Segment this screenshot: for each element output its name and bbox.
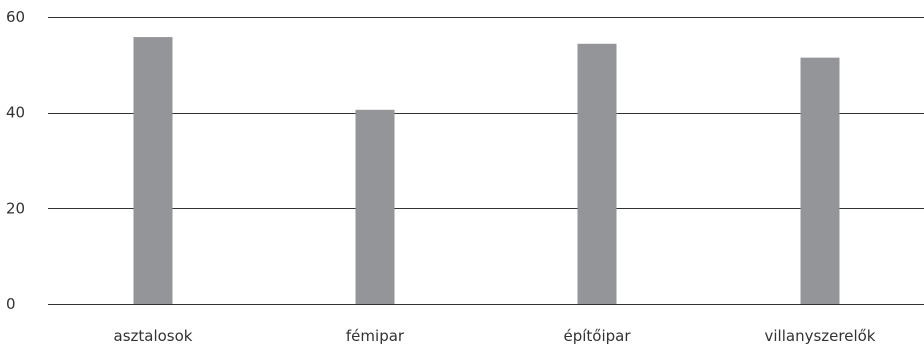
x-category-label: asztalosok [114, 327, 193, 345]
x-category-label: fémipar [346, 327, 405, 345]
x-category-label: villanyszerelők [765, 327, 876, 345]
x-axis-category-labels: asztalosok fémipar építőipar villanyszerelő… [114, 327, 876, 345]
gridlines [48, 17, 924, 305]
x-category-label: építőipar [563, 327, 631, 345]
y-tick-label: 40 [6, 104, 25, 122]
bars [133, 37, 840, 305]
bar-3 [800, 57, 840, 305]
bar-2 [577, 43, 617, 304]
y-tick-label: 20 [6, 199, 25, 217]
bar-1 [355, 109, 395, 305]
y-axis-tick-labels: 0 20 40 60 [6, 8, 25, 313]
y-tick-label: 0 [6, 295, 16, 313]
bar-0 [133, 37, 173, 305]
y-tick-label: 60 [6, 8, 25, 26]
